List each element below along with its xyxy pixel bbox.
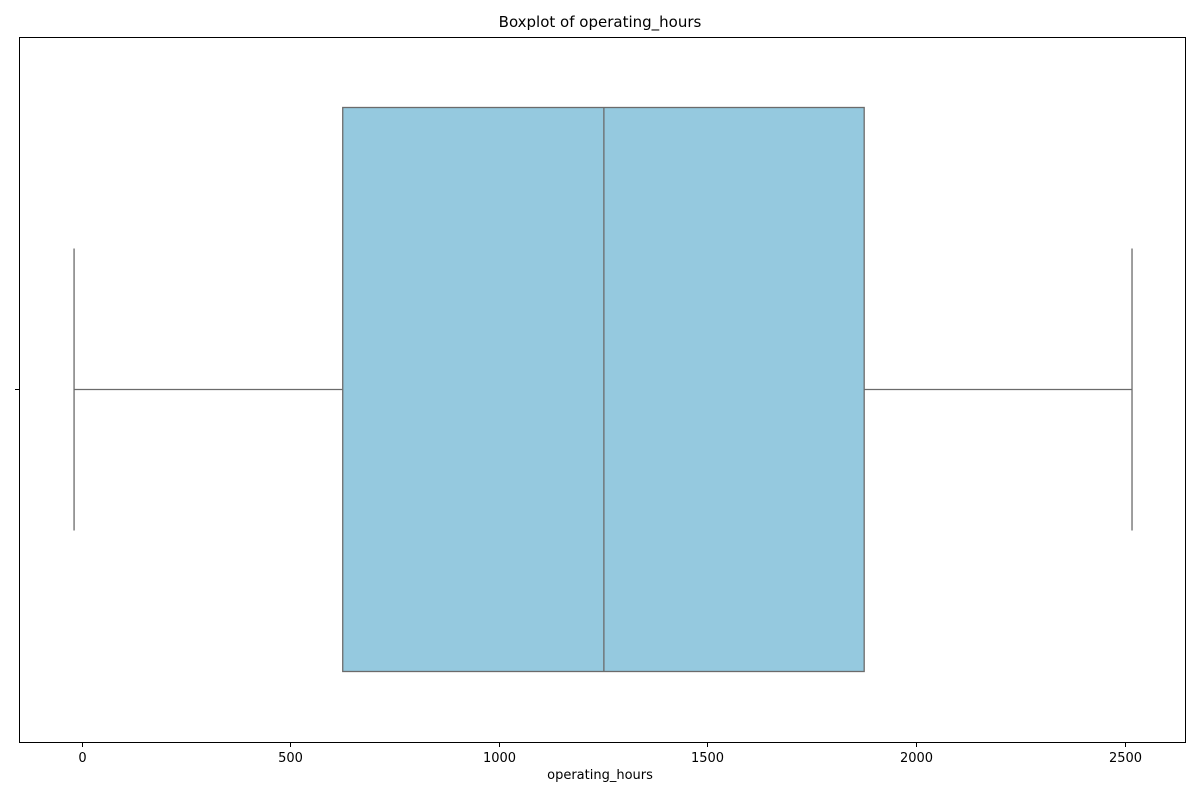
x-tick-label: 2000 [900,751,933,766]
x-tick-label: 1000 [483,751,516,766]
x-axis-ticks: 0 500 1000 1500 2000 2500 [15,389,1142,766]
x-axis-label: operating_hours [547,768,653,783]
axes-frame [19,37,1186,743]
x-tick-label: 500 [278,751,303,766]
x-tick-label: 0 [78,751,86,766]
chart-title: Boxplot of operating_hours [498,13,702,31]
x-tick-label: 1500 [691,751,724,766]
x-tick-label: 2500 [1109,751,1142,766]
box-group [73,106,1133,673]
